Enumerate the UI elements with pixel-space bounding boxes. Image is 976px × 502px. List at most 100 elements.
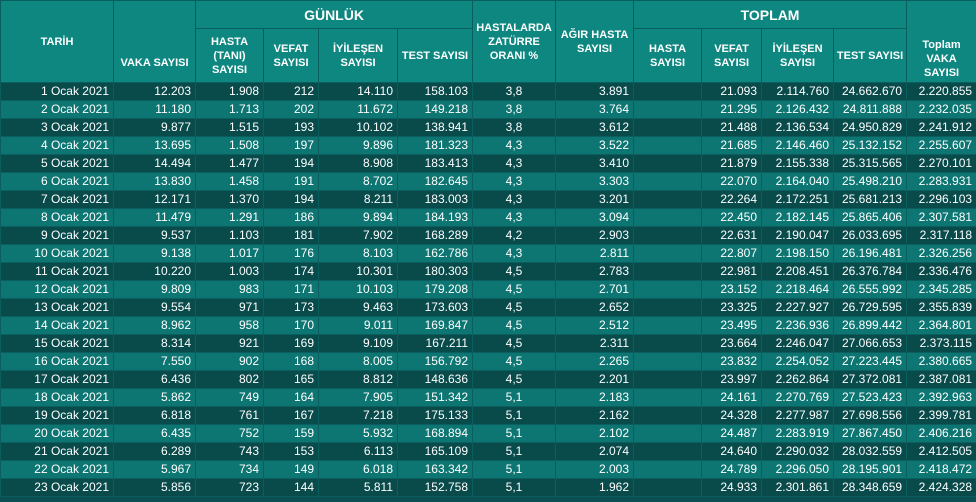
cell-date: 16 Ocak 2021 — [0, 352, 114, 371]
cell-daily-recovered: 5.932 — [318, 424, 398, 443]
cell-total-recovered: 2.277.987 — [761, 406, 835, 425]
cell-daily-deaths: 170 — [263, 316, 319, 335]
table-row: 19 Ocak 2021 6.818 761 167 7.218 175.133 5,1 2.… — [0, 406, 976, 425]
cell-total-recovered: 2.290.032 — [761, 442, 835, 461]
table-body: 1 Ocak 2021 12.203 1.908 212 14.110 158.103 3,… — [0, 82, 976, 497]
cell-total-patients — [633, 100, 703, 119]
cell-date: 2 Ocak 2021 — [0, 100, 114, 119]
cell-total-tests: 25.132.152 — [833, 136, 908, 155]
cell-total-cases: 2.307.581 — [906, 208, 976, 227]
cell-total-deaths: 23.495 — [701, 316, 763, 335]
cell-total-patients — [633, 190, 703, 209]
cell-case-count: 6.818 — [113, 406, 196, 425]
cell-total-patients — [633, 136, 703, 155]
cell-daily-tests: 158.103 — [396, 82, 474, 101]
cell-date: 15 Ocak 2021 — [0, 334, 114, 353]
cell-pneumonia-rate: 4,5 — [472, 316, 557, 335]
cell-total-patients — [633, 478, 703, 497]
cell-daily-deaths: 169 — [263, 334, 319, 353]
cell-daily-patients: 1.370 — [195, 190, 264, 209]
cell-total-tests: 25.498.210 — [833, 172, 908, 191]
cell-daily-tests: 148.636 — [396, 370, 474, 389]
cell-daily-deaths: 144 — [263, 478, 319, 497]
cell-total-deaths: 23.325 — [701, 298, 763, 317]
cell-daily-deaths: 165 — [263, 370, 319, 389]
cell-total-deaths: 24.161 — [701, 388, 763, 407]
cell-date: 20 Ocak 2021 — [0, 424, 114, 443]
cell-total-tests: 27.372.081 — [833, 370, 908, 389]
cell-pneumonia-rate: 4,3 — [472, 172, 557, 191]
cell-total-deaths: 21.093 — [701, 82, 763, 101]
cell-daily-tests: 168.894 — [396, 424, 474, 443]
cell-total-cases: 2.424.328 — [906, 478, 976, 497]
cell-daily-deaths: 197 — [263, 136, 319, 155]
cell-total-deaths: 22.264 — [701, 190, 763, 209]
cell-total-recovered: 2.218.464 — [761, 280, 835, 299]
cell-case-count: 9.809 — [113, 280, 196, 299]
cell-daily-recovered: 7.218 — [318, 406, 398, 425]
cell-pneumonia-rate: 5,1 — [472, 424, 557, 443]
cell-date: 6 Ocak 2021 — [0, 172, 114, 191]
cell-case-count: 14.494 — [113, 154, 196, 173]
table-row: 5 Ocak 2021 14.494 1.477 194 8.908 183.413 4,3… — [0, 154, 976, 173]
cell-pneumonia-rate: 4,5 — [472, 280, 557, 299]
cell-daily-recovered: 8.211 — [318, 190, 398, 209]
cell-daily-deaths: 173 — [263, 298, 319, 317]
table-row: 12 Ocak 2021 9.809 983 171 10.103 179.208 4,5 2… — [0, 280, 976, 299]
cell-total-cases: 2.255.607 — [906, 136, 976, 155]
cell-daily-tests: 163.342 — [396, 460, 474, 479]
cell-severe-patients: 3.891 — [555, 82, 635, 101]
cell-total-tests: 28.032.559 — [833, 442, 908, 461]
cell-pneumonia-rate: 5,1 — [472, 406, 557, 425]
cell-daily-tests: 149.218 — [396, 100, 474, 119]
cell-daily-tests: 180.303 — [396, 262, 474, 281]
cell-total-cases: 2.345.285 — [906, 280, 976, 299]
cell-total-recovered: 2.208.451 — [761, 262, 835, 281]
cell-daily-recovered: 8.103 — [318, 244, 398, 263]
cell-total-patients — [633, 352, 703, 371]
cell-daily-recovered: 9.011 — [318, 316, 398, 335]
cell-daily-tests: 168.289 — [396, 226, 474, 245]
cell-pneumonia-rate: 4,3 — [472, 190, 557, 209]
table-row: 4 Ocak 2021 13.695 1.508 197 9.896 181.323 4,3… — [0, 136, 976, 155]
cell-total-cases: 2.418.472 — [906, 460, 976, 479]
cell-total-tests: 26.899.442 — [833, 316, 908, 335]
table-row: 6 Ocak 2021 13.830 1.458 191 8.702 182.645 4,3… — [0, 172, 976, 191]
cell-total-deaths: 21.685 — [701, 136, 763, 155]
cell-daily-recovered: 6.113 — [318, 442, 398, 461]
cell-total-tests: 26.196.481 — [833, 244, 908, 263]
cell-total-cases: 2.387.081 — [906, 370, 976, 389]
cell-date: 10 Ocak 2021 — [0, 244, 114, 263]
cell-total-tests: 28.195.901 — [833, 460, 908, 479]
cell-total-tests: 26.376.784 — [833, 262, 908, 281]
table-row: 16 Ocak 2021 7.550 902 168 8.005 156.792 4,5 2.… — [0, 352, 976, 371]
cell-case-count: 10.220 — [113, 262, 196, 281]
cell-daily-patients: 752 — [195, 424, 264, 443]
cell-pneumonia-rate: 4,5 — [472, 352, 557, 371]
cell-total-recovered: 2.146.460 — [761, 136, 835, 155]
cell-daily-deaths: 202 — [263, 100, 319, 119]
header-group-daily: GÜNLÜK — [194, 0, 474, 29]
cell-daily-patients: 743 — [195, 442, 264, 461]
cell-total-patients — [633, 424, 703, 443]
cell-severe-patients: 2.162 — [555, 406, 635, 425]
cell-total-cases: 2.241.912 — [906, 118, 976, 137]
cell-total-patients — [633, 118, 703, 137]
table-row: 10 Ocak 2021 9.138 1.017 176 8.103 162.786 4,3… — [0, 244, 976, 263]
header-total-tests: TEST SAYISI — [833, 28, 908, 83]
cell-total-tests: 24.950.829 — [833, 118, 908, 137]
cell-severe-patients: 3.612 — [555, 118, 635, 137]
cell-daily-recovered: 6.018 — [318, 460, 398, 479]
cell-severe-patients: 2.311 — [555, 334, 635, 353]
cell-daily-recovered: 5.811 — [318, 478, 398, 497]
cell-daily-recovered: 8.702 — [318, 172, 398, 191]
header-severe-patients: AĞIR HASTA SAYISI — [555, 0, 635, 83]
cell-total-deaths: 24.789 — [701, 460, 763, 479]
cell-severe-patients: 2.783 — [555, 262, 635, 281]
cell-total-recovered: 2.190.047 — [761, 226, 835, 245]
cell-case-count: 9.138 — [113, 244, 196, 263]
cell-severe-patients: 3.764 — [555, 100, 635, 119]
cell-total-tests: 27.867.450 — [833, 424, 908, 443]
cell-daily-recovered: 10.102 — [318, 118, 398, 137]
cell-daily-tests: 156.792 — [396, 352, 474, 371]
